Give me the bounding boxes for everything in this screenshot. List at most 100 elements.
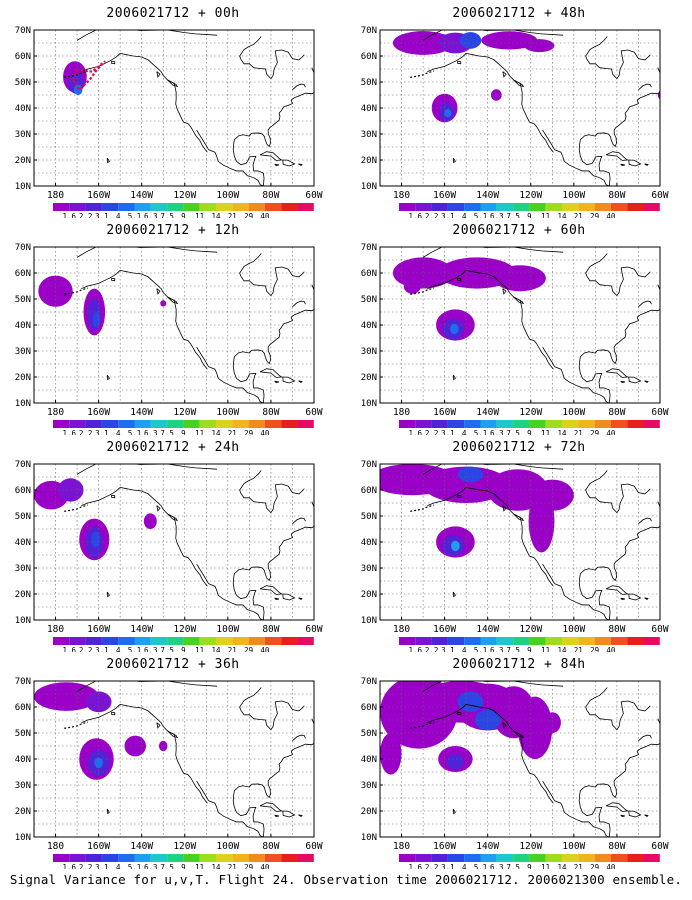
colorbar-label: 11	[541, 646, 550, 652]
y-tick-label: 10N	[361, 833, 377, 843]
colorbar-swatch	[199, 637, 216, 645]
colorbar-swatch	[447, 203, 465, 211]
colorbar-swatch	[69, 637, 86, 645]
colorbar-label: 7.5	[506, 212, 520, 218]
colorbar-label: 14	[557, 429, 567, 435]
colorbar-label: 3.1	[95, 646, 109, 652]
map-content	[380, 464, 660, 620]
colorbar-label: 5.1	[128, 429, 142, 435]
island-outline	[457, 494, 462, 499]
y-tick-label: 40N	[15, 321, 31, 331]
y-tick-label: 30N	[15, 130, 31, 140]
colorbar-label: 9	[181, 646, 186, 652]
island-outline	[156, 71, 161, 78]
colorbar-label: 11	[195, 863, 204, 869]
x-tick-label: 140W	[476, 190, 499, 201]
y-tick-label: 50N	[361, 295, 377, 305]
coastline	[422, 681, 564, 692]
island-outline	[274, 380, 280, 384]
colorbar-label: 1.6	[409, 646, 423, 652]
variance-contour	[457, 466, 484, 483]
colorbar-label: 1.6	[409, 212, 423, 218]
colorbar-swatch	[281, 854, 298, 862]
colorbar-label: 2.2	[79, 863, 93, 869]
colorbar-label: 40	[606, 212, 616, 218]
y-tick-label: 60N	[15, 703, 31, 713]
x-tick-label: 140W	[476, 841, 499, 852]
colorbar-label: 5.1	[128, 646, 142, 652]
colorbar-swatch	[594, 203, 611, 211]
colorbar-label: 29	[244, 212, 253, 218]
colorbar-label: 1.6	[409, 429, 423, 435]
colorbar-label: 5.1	[474, 863, 488, 869]
colorbar-swatch	[183, 203, 200, 211]
colorbar-swatch	[545, 203, 562, 211]
coastline	[638, 300, 652, 308]
variance-contour	[457, 691, 484, 713]
colorbar-swatch	[610, 420, 628, 428]
map-canvas: 10N 20N 30N 40N 50N 60N 70N 180 160W 140W 120W 100W…	[15, 460, 323, 652]
x-tick-label: 60W	[305, 624, 322, 635]
x-tick-label: 180	[393, 624, 410, 635]
map-content	[380, 681, 660, 837]
island-outline	[111, 711, 116, 716]
island-outline	[111, 277, 116, 282]
island-outline	[156, 505, 161, 512]
x-tick-label: 80W	[608, 841, 625, 852]
island-outline	[644, 814, 649, 817]
island-outline	[156, 722, 161, 729]
colorbar-label: 7.5	[506, 646, 520, 652]
x-tick-label: 100W	[216, 624, 239, 635]
coastline	[208, 149, 264, 186]
colorbar-label: 29	[244, 863, 253, 869]
y-tick-label: 30N	[15, 347, 31, 357]
colorbar-label: 29	[590, 429, 599, 435]
island-outline	[282, 593, 296, 601]
colorbar-label: 1.6	[63, 646, 77, 652]
coastline	[657, 501, 660, 508]
x-tick-label: 140W	[130, 190, 153, 201]
colorbar-label: 21	[228, 429, 237, 435]
colorbar-label: 9	[527, 212, 532, 218]
colorbar-swatch	[101, 203, 119, 211]
colorbar-swatch	[562, 854, 579, 862]
y-tick-label: 40N	[361, 755, 377, 765]
coastline	[554, 149, 610, 186]
colorbar-swatch	[545, 420, 562, 428]
x-tick-label: 120W	[519, 190, 542, 201]
island-outline	[167, 296, 179, 305]
coastline	[76, 464, 218, 475]
colorbar-label: 4	[462, 429, 467, 435]
colorbar-swatch	[594, 420, 611, 428]
coastline	[585, 253, 608, 277]
colorbar-label: 2.2	[79, 646, 93, 652]
island-outline	[620, 814, 626, 818]
colorbar-swatch	[610, 203, 628, 211]
coastline	[554, 583, 610, 620]
island-outline	[628, 810, 642, 818]
x-tick-label: 100W	[216, 190, 239, 201]
y-tick-label: 60N	[15, 269, 31, 279]
colorbar-swatch	[167, 854, 184, 862]
island-outline	[106, 374, 110, 381]
colorbar-swatch	[281, 203, 298, 211]
x-tick-label: 120W	[519, 624, 542, 635]
x-tick-label: 120W	[173, 841, 196, 852]
colorbar-swatch	[248, 420, 265, 428]
colorbar-swatch	[53, 420, 70, 428]
island-outline	[605, 585, 629, 595]
colorbar-label: 14	[211, 212, 221, 218]
colorbar-label: 21	[574, 646, 583, 652]
coastline	[76, 681, 218, 692]
island-outline	[502, 505, 507, 512]
colorbar-label: 21	[574, 863, 583, 869]
x-tick-label: 180	[393, 841, 410, 852]
colorbar-swatch	[480, 854, 497, 862]
map-canvas: 10N 20N 30N 40N 50N 60N 70N 180 160W 140W 120W 100W…	[361, 26, 669, 218]
x-tick-label: 100W	[562, 190, 585, 201]
x-tick-label: 160W	[87, 624, 110, 635]
variance-contour	[543, 712, 561, 733]
map-content	[380, 247, 660, 403]
colorbar-swatch	[627, 637, 644, 645]
colorbar-swatch	[415, 637, 432, 645]
